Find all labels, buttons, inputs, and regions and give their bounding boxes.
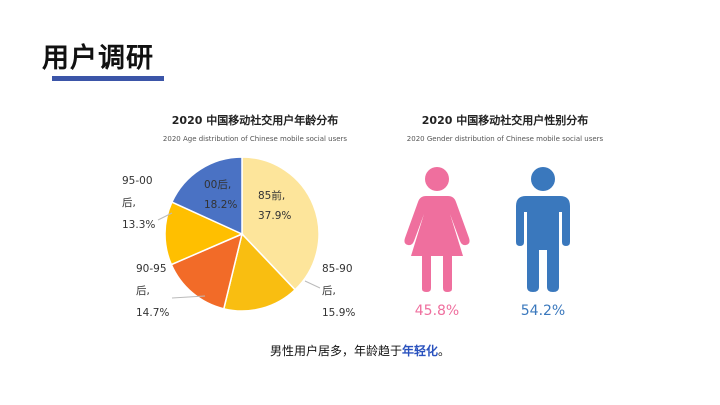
leader-85-90 — [305, 281, 320, 288]
male-icon — [508, 166, 578, 292]
male-percentage: 54.2% — [503, 303, 583, 319]
pie-label-95-00: 95-00 后, 13.3% — [122, 170, 155, 236]
female-icon — [402, 166, 472, 292]
pie-label-00-after: 00后, 18.2% — [204, 175, 237, 215]
pie-label-85-before: 85前, 37.9% — [258, 186, 291, 226]
pie-label-85-90: 85-90 后, 15.9% — [322, 258, 355, 324]
female-percentage: 45.8% — [397, 303, 477, 319]
caption-highlight: 年轻化 — [402, 344, 438, 358]
pie-label-90-95: 90-95 后, 14.7% — [136, 258, 169, 324]
summary-caption: 男性用户居多，年龄趋于年轻化。 — [0, 342, 720, 359]
